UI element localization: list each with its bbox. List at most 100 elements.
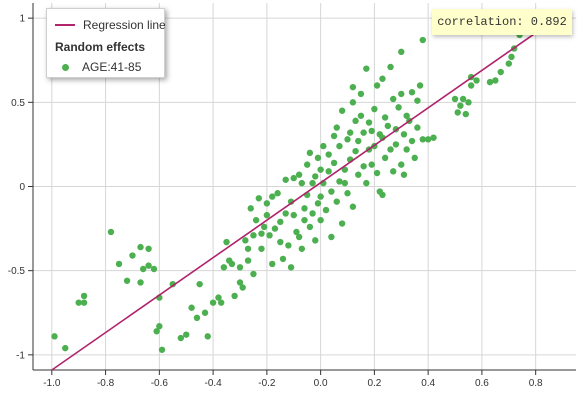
data-point [352, 147, 359, 155]
legend-line-swatch [55, 24, 75, 26]
y-tick-label: 0 [19, 182, 25, 193]
data-point [344, 190, 351, 197]
data-point [183, 331, 190, 338]
data-point [303, 161, 311, 168]
data-point [137, 279, 144, 286]
data-point [325, 168, 332, 175]
data-point [301, 216, 308, 224]
data-point [330, 159, 338, 167]
data-point [373, 82, 381, 89]
data-point [239, 284, 246, 291]
data-point [379, 191, 386, 199]
data-point [150, 265, 158, 273]
data-point [266, 232, 273, 239]
data-point [309, 210, 316, 217]
data-point [457, 102, 464, 109]
data-point [231, 292, 238, 300]
correlation-annotation: correlation: 0.892 [432, 9, 572, 35]
data-point [282, 210, 289, 217]
legend-item-series: AGE:41-85 [55, 60, 141, 74]
x-tick-label: 0.4 [421, 378, 435, 389]
data-point [188, 304, 195, 311]
data-point [260, 223, 268, 231]
data-point [223, 238, 230, 246]
x-tick-label: -0.2 [258, 378, 276, 389]
data-point [403, 146, 410, 153]
data-point [204, 333, 211, 340]
data-point [236, 279, 244, 286]
data-point [336, 142, 343, 150]
data-point [381, 154, 389, 162]
data-point [263, 211, 271, 219]
data-point [338, 220, 346, 227]
data-point [357, 112, 365, 119]
data-point [390, 168, 397, 175]
data-point [373, 169, 381, 177]
data-point [274, 190, 281, 197]
data-point [395, 104, 402, 111]
data-point [414, 124, 421, 131]
data-point [333, 124, 340, 131]
x-tick-label: -0.8 [97, 378, 115, 389]
data-point [250, 270, 257, 278]
data-point [368, 161, 375, 168]
data-point [505, 60, 512, 67]
data-point [244, 245, 252, 252]
data-point [408, 89, 416, 96]
data-point [306, 223, 314, 231]
data-point [314, 154, 322, 162]
data-point [317, 166, 324, 173]
data-point [403, 112, 410, 119]
data-point [379, 75, 386, 82]
data-point [352, 117, 359, 125]
data-point [392, 141, 400, 148]
regression-line-layer [51, 19, 555, 371]
legend-dot-swatch [62, 63, 69, 71]
tick-labels: -1.0 -0.8 -0.6 -0.4 -0.2 0.0 0.2 0.4 0.6 0.8 -1 -0.… [8, 14, 543, 389]
data-point [209, 299, 217, 306]
data-point [465, 99, 472, 106]
data-point [328, 233, 335, 241]
data-point [156, 323, 163, 330]
legend-series-label: AGE:41-85 [82, 60, 142, 74]
data-point [408, 137, 416, 145]
data-point [255, 195, 263, 202]
data-point [115, 260, 123, 268]
data-point [80, 292, 88, 300]
data-point [349, 203, 357, 210]
data-point [201, 309, 209, 316]
y-tick-label: -0.5 [8, 266, 26, 277]
data-point [145, 262, 152, 269]
data-point [462, 110, 469, 118]
data-point [419, 136, 426, 143]
data-point [360, 129, 367, 136]
data-point [459, 95, 467, 103]
data-point [330, 132, 338, 140]
data-point [258, 245, 265, 252]
y-tick-label: -1 [16, 350, 25, 361]
data-point [269, 193, 276, 200]
data-point [137, 243, 144, 251]
data-point [486, 78, 494, 86]
data-point [344, 136, 351, 143]
data-point [107, 228, 115, 236]
data-point [282, 176, 289, 183]
data-point [129, 252, 136, 259]
data-point [384, 122, 392, 130]
data-point [145, 245, 152, 252]
data-point [317, 216, 324, 224]
data-point [51, 333, 58, 340]
data-point [80, 299, 88, 306]
data-point [497, 68, 504, 76]
data-point [349, 83, 357, 91]
data-point [368, 127, 375, 135]
data-point [328, 188, 335, 195]
data-point [312, 237, 319, 244]
data-point [508, 53, 515, 61]
data-point [277, 238, 284, 246]
data-point [341, 166, 349, 173]
data-point [454, 109, 461, 116]
data-point [317, 193, 324, 200]
data-point [341, 179, 349, 187]
